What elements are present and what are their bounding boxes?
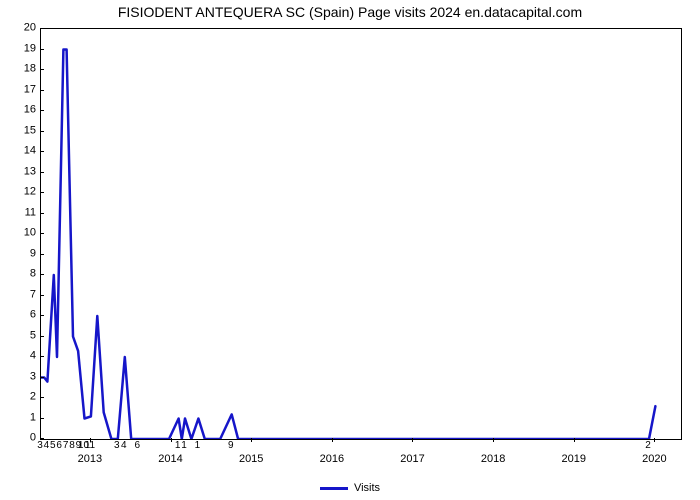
y-tick-label: 18 — [6, 64, 36, 75]
x-minor-label: 11 — [85, 441, 95, 451]
chart-title: FISIODENT ANTEQUERA SC (Spain) Page visi… — [0, 4, 700, 20]
y-tick-label: 11 — [6, 207, 36, 218]
legend: Visits — [0, 482, 700, 494]
y-tick-mark — [40, 151, 44, 152]
y-tick-label: 5 — [6, 330, 36, 341]
y-tick-mark — [40, 397, 44, 398]
x-minor-label: 1 — [195, 441, 201, 451]
y-tick-label: 2 — [6, 392, 36, 403]
plot-area — [40, 28, 682, 440]
y-tick-mark — [40, 274, 44, 275]
y-tick-label: 14 — [6, 146, 36, 157]
y-tick-mark — [40, 438, 44, 439]
line-series — [41, 29, 681, 439]
y-tick-label: 13 — [6, 166, 36, 177]
x-minor-label: 8 — [69, 441, 75, 451]
x-tick-mark — [654, 438, 655, 442]
y-tick-label: 0 — [6, 433, 36, 444]
x-tick-mark — [332, 438, 333, 442]
x-minor-label: 3 — [114, 441, 120, 451]
y-tick-mark — [40, 377, 44, 378]
x-tick-mark — [412, 438, 413, 442]
y-tick-mark — [40, 69, 44, 70]
y-tick-label: 6 — [6, 310, 36, 321]
x-minor-label: 6 — [56, 441, 62, 451]
y-tick-label: 1 — [6, 412, 36, 423]
x-tick-mark — [171, 438, 172, 442]
x-minor-label: 9 — [228, 441, 234, 451]
y-tick-label: 4 — [6, 351, 36, 362]
x-year-label: 2016 — [320, 454, 344, 465]
x-year-label: 2014 — [158, 454, 182, 465]
y-tick-mark — [40, 110, 44, 111]
x-year-label: 2015 — [239, 454, 263, 465]
x-minor-label: 7 — [63, 441, 69, 451]
y-tick-mark — [40, 233, 44, 234]
x-minor-label: 1 — [181, 441, 187, 451]
y-tick-mark — [40, 356, 44, 357]
x-tick-mark — [493, 438, 494, 442]
x-minor-label: 2 — [645, 441, 651, 451]
legend-label: Visits — [354, 482, 380, 494]
y-tick-mark — [40, 28, 44, 29]
y-tick-mark — [40, 49, 44, 50]
y-tick-mark — [40, 336, 44, 337]
y-tick-mark — [40, 295, 44, 296]
y-tick-label: 16 — [6, 105, 36, 116]
y-tick-mark — [40, 254, 44, 255]
x-minor-label: 5 — [50, 441, 56, 451]
y-tick-label: 12 — [6, 187, 36, 198]
y-tick-label: 7 — [6, 289, 36, 300]
y-tick-label: 17 — [6, 84, 36, 95]
x-tick-mark — [251, 438, 252, 442]
y-tick-mark — [40, 131, 44, 132]
y-tick-mark — [40, 315, 44, 316]
x-year-label: 2019 — [562, 454, 586, 465]
y-tick-label: 3 — [6, 371, 36, 382]
legend-swatch — [320, 487, 348, 490]
y-tick-label: 19 — [6, 43, 36, 54]
x-tick-mark — [574, 438, 575, 442]
y-tick-mark — [40, 90, 44, 91]
chart-container: FISIODENT ANTEQUERA SC (Spain) Page visi… — [0, 0, 700, 500]
x-minor-label: 3 — [37, 441, 43, 451]
y-tick-label: 9 — [6, 248, 36, 259]
x-minor-label: 4 — [44, 441, 50, 451]
y-tick-mark — [40, 192, 44, 193]
x-year-label: 2017 — [400, 454, 424, 465]
y-tick-label: 15 — [6, 125, 36, 136]
x-year-label: 2013 — [78, 454, 102, 465]
y-tick-mark — [40, 418, 44, 419]
x-minor-label: 1 — [175, 441, 181, 451]
y-tick-label: 10 — [6, 228, 36, 239]
x-year-label: 2018 — [481, 454, 505, 465]
x-minor-label: 6 — [134, 441, 140, 451]
x-minor-label: 4 — [121, 441, 127, 451]
y-tick-mark — [40, 172, 44, 173]
y-tick-label: 8 — [6, 269, 36, 280]
y-tick-label: 20 — [6, 23, 36, 34]
x-year-label: 2020 — [642, 454, 666, 465]
y-tick-mark — [40, 213, 44, 214]
